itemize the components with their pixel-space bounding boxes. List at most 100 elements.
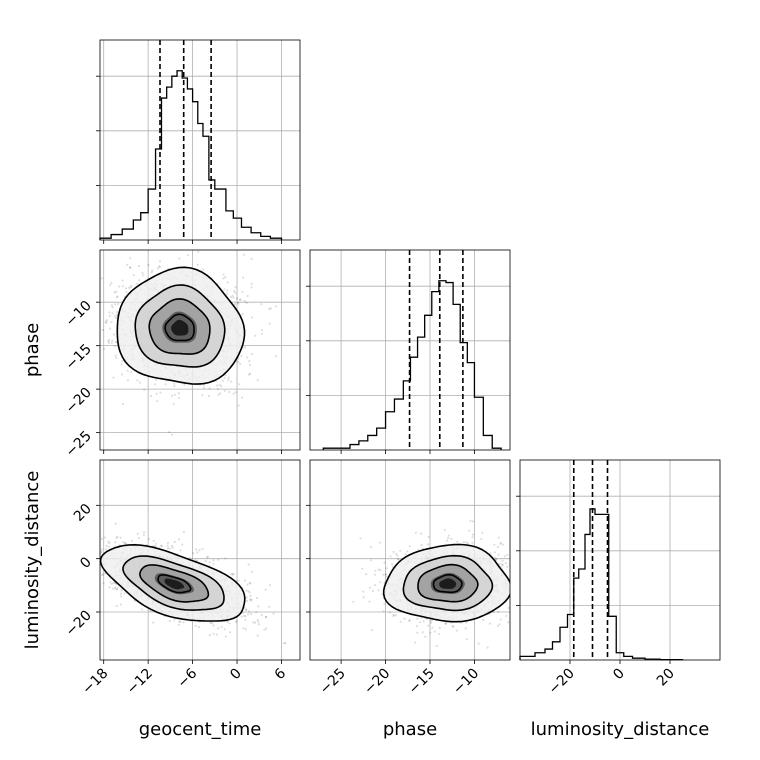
joint-phase-vs-luminosity-distance-sample-point — [438, 632, 441, 636]
joint-geocent-time-vs-phase-sample-point — [231, 294, 234, 297]
joint-geocent-time-vs-luminosity-distance-sample-point — [159, 544, 162, 547]
joint-phase-vs-luminosity-distance-sample-point — [493, 543, 496, 546]
joint-geocent-time-vs-luminosity-distance-content — [100, 460, 300, 660]
marginal-geocent-time-frame — [99, 39, 301, 241]
joint-geocent-time-vs-phase-sample-point — [129, 266, 132, 269]
joint-geocent-time-vs-phase-sample-point — [232, 392, 235, 395]
joint-geocent-time-vs-luminosity-distance-sample-point — [212, 632, 215, 635]
joint-geocent-time-vs-luminosity-distance-sample-point — [112, 582, 115, 585]
joint-geocent-time-vs-phase-sample-point — [233, 290, 236, 293]
joint-geocent-time-vs-luminosity-distance-sample-point — [133, 599, 136, 602]
joint-geocent-time-vs-phase-sample-point — [216, 384, 219, 387]
joint-geocent-time-vs-luminosity-distance-sample-point — [131, 539, 134, 543]
joint-geocent-time-vs-phase-sample-point — [238, 383, 241, 386]
joint-geocent-time-vs-luminosity-distance-sample-point — [115, 536, 118, 540]
joint-phase-vs-luminosity-distance-sample-point — [465, 621, 468, 624]
joint-geocent-time-vs-phase-sample-point — [129, 266, 132, 269]
joint-geocent-time-vs-luminosity-distance-sample-point — [177, 623, 180, 627]
joint-phase-vs-luminosity-distance-sample-point — [378, 541, 382, 544]
joint-geocent-time-vs-luminosity-distance-contour-line — [122, 555, 225, 611]
joint-geocent-time-vs-luminosity-distance-sample-point — [226, 620, 229, 623]
joint-geocent-time-vs-luminosity-distance-sample-point — [171, 546, 174, 549]
joint-geocent-time-vs-luminosity-distance-sample-point — [272, 612, 275, 615]
joint-geocent-time-vs-luminosity-distance-sample-point — [116, 535, 119, 539]
joint-geocent-time-vs-luminosity-distance-sample-point — [204, 559, 207, 563]
joint-geocent-time-vs-phase-sample-point — [121, 359, 124, 362]
joint-geocent-time-vs-luminosity-distance-sample-point — [119, 536, 122, 539]
joint-geocent-time-vs-luminosity-distance-sample-point — [103, 536, 106, 539]
joint-phase-vs-luminosity-distance-sample-point — [406, 550, 409, 553]
joint-geocent-time-vs-phase-sample-point — [234, 291, 237, 294]
joint-geocent-time-vs-phase-sample-point — [110, 281, 113, 285]
joint-geocent-time-vs-phase-sample-point — [201, 394, 204, 397]
joint-geocent-time-vs-phase-sample-point — [201, 268, 205, 271]
joint-geocent-time-vs-phase-frame — [99, 249, 301, 451]
joint-geocent-time-vs-phase-sample-point — [223, 389, 226, 392]
joint-geocent-time-vs-luminosity-distance-sample-point — [235, 620, 238, 623]
joint-geocent-time-vs-luminosity-distance-sample-point — [198, 549, 201, 552]
joint-phase-vs-luminosity-distance-sample-point — [506, 553, 509, 557]
joint-geocent-time-vs-luminosity-distance-sample-point — [237, 579, 240, 582]
joint-geocent-time-vs-luminosity-distance-sample-point — [244, 608, 248, 612]
joint-geocent-time-vs-luminosity-distance-sample-point — [247, 589, 250, 593]
joint-geocent-time-vs-phase-sample-point — [229, 380, 232, 383]
joint-geocent-time-vs-phase-sample-point — [224, 276, 227, 279]
joint-geocent-time-vs-luminosity-distance-sample-point — [181, 543, 184, 546]
joint-geocent-time-vs-phase-sample-point — [114, 340, 117, 344]
joint-geocent-time-vs-luminosity-distance-frame — [99, 459, 301, 661]
joint-geocent-time-vs-phase-sample-point — [151, 269, 154, 272]
joint-geocent-time-vs-phase-sample-point — [242, 276, 245, 279]
joint-geocent-time-vs-luminosity-distance-sample-point — [115, 605, 118, 608]
joint-geocent-time-vs-luminosity-distance-sample-point — [177, 538, 181, 541]
joint-geocent-time-vs-luminosity-distance-sample-point — [107, 540, 110, 543]
joint-geocent-time-vs-phase-sample-point — [110, 321, 113, 324]
joint-geocent-time-vs-luminosity-distance-sample-point — [101, 573, 104, 577]
joint-geocent-time-vs-luminosity-distance-sample-point — [160, 545, 163, 548]
joint-geocent-time-vs-luminosity-distance-sample-point — [244, 615, 247, 618]
joint-geocent-time-vs-phase-sample-point — [115, 290, 118, 293]
joint-geocent-time-vs-phase-contour-line — [134, 284, 226, 368]
joint-geocent-time-vs-phase-sample-point — [128, 286, 131, 289]
joint-geocent-time-vs-luminosity-distance-sample-point — [248, 610, 251, 613]
joint-geocent-time-vs-phase-sample-point — [208, 394, 211, 397]
joint-geocent-time-vs-luminosity-distance-sample-point — [248, 591, 251, 594]
joint-geocent-time-vs-luminosity-distance-sample-point — [217, 627, 220, 630]
joint-geocent-time-vs-luminosity-distance-sample-point — [264, 615, 267, 619]
joint-phase-vs-luminosity-distance-sample-point — [392, 550, 395, 554]
joint-geocent-time-vs-luminosity-distance-sample-point — [208, 561, 211, 564]
joint-geocent-time-vs-luminosity-distance-sample-point — [230, 572, 233, 576]
joint-geocent-time-vs-phase-sample-point — [241, 396, 244, 399]
joint-geocent-time-vs-phase-sample-point — [260, 332, 263, 335]
joint-geocent-time-vs-phase-sample-point — [202, 386, 206, 390]
joint-geocent-time-vs-luminosity-distance-sample-point — [196, 551, 199, 554]
joint-phase-vs-luminosity-distance-content — [310, 460, 510, 660]
joint-geocent-time-vs-phase-sample-point — [118, 285, 121, 288]
joint-geocent-time-vs-luminosity-distance-sample-point — [242, 627, 245, 630]
joint-geocent-time-vs-luminosity-distance-sample-point — [198, 625, 201, 629]
joint-geocent-time-vs-phase-sample-point — [219, 392, 222, 395]
joint-phase-vs-luminosity-distance-sample-point — [421, 631, 424, 634]
joint-geocent-time-vs-luminosity-distance-sample-point — [105, 544, 108, 548]
marginal-phase-frame — [309, 249, 511, 451]
joint-geocent-time-vs-phase-sample-point — [103, 347, 106, 351]
joint-geocent-time-vs-phase-sample-point — [256, 379, 259, 382]
joint-geocent-time-vs-luminosity-distance-sample-point — [264, 588, 267, 591]
joint-geocent-time-vs-phase-sample-point — [130, 370, 133, 373]
joint-geocent-time-vs-phase-sample-point — [120, 373, 124, 376]
joint-geocent-time-vs-phase-sample-point — [107, 341, 111, 345]
joint-geocent-time-vs-phase-sample-point — [109, 327, 112, 330]
joint-geocent-time-vs-luminosity-distance-sample-point — [249, 582, 252, 585]
joint-geocent-time-vs-luminosity-distance-sample-point — [114, 587, 117, 590]
joint-geocent-time-vs-luminosity-distance-sample-point — [215, 633, 218, 636]
joint-geocent-time-vs-phase-content — [100, 250, 300, 450]
joint-geocent-time-vs-phase-sample-point — [208, 387, 211, 390]
joint-geocent-time-vs-phase-sample-point — [129, 286, 132, 289]
joint-phase-vs-luminosity-distance-sample-point — [420, 616, 423, 620]
joint-phase-vs-luminosity-distance-sample-point — [501, 563, 504, 566]
joint-geocent-time-vs-phase-sample-point — [150, 271, 153, 274]
joint-geocent-time-vs-phase-sample-point — [237, 302, 240, 305]
joint-phase-vs-luminosity-distance-sample-point — [438, 626, 441, 630]
joint-geocent-time-vs-luminosity-distance-sample-point — [246, 583, 249, 586]
joint-geocent-time-vs-phase-sample-point — [147, 263, 150, 267]
